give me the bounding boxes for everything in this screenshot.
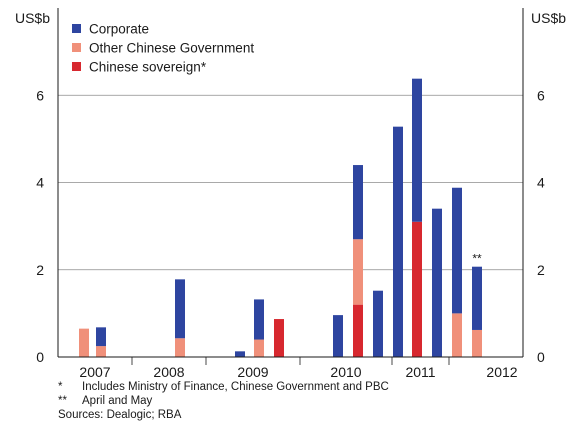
bar-segment — [79, 328, 89, 357]
legend-label: Other Chinese Government — [89, 41, 254, 56]
chart: ** 0 0 2 2 4 4 6 6 US$b US$b 2007 2008 2009 2010 2011 20… — [15, 8, 566, 380]
sources: Sources: Dealogic; RBA — [58, 409, 182, 421]
bar-segment — [96, 346, 106, 357]
y-tick-label-right: 0 — [537, 349, 545, 365]
x-tick-label: 2012 — [486, 364, 517, 380]
y-tick-label-right: 6 — [537, 87, 545, 103]
legend-swatch — [72, 43, 81, 52]
bar-segment — [333, 315, 343, 357]
bar-segment — [452, 313, 462, 357]
y-unit-left: US$b — [15, 10, 50, 26]
x-tick-label: 2010 — [330, 364, 361, 380]
footnote-sovereign: * Includes Ministry of Finance, Chinese G… — [58, 381, 389, 393]
bar-segment — [353, 239, 363, 305]
legend-label: Chinese sovereign* — [89, 60, 207, 75]
legend-swatch — [72, 62, 81, 71]
bar-segment — [373, 290, 383, 357]
bar-segment — [353, 304, 363, 357]
y-tick-label-left: 2 — [36, 262, 44, 278]
bar-segment — [175, 338, 185, 357]
bar-segment — [96, 327, 106, 347]
bar-segment — [412, 78, 422, 222]
y-tick-label-right: 2 — [537, 262, 545, 278]
bar-segment — [175, 279, 185, 339]
bar-segment — [472, 329, 482, 357]
bar-segment — [452, 187, 462, 314]
y-unit-right: US$b — [531, 10, 566, 26]
legend-label: Corporate — [89, 22, 149, 37]
bar-segment — [472, 266, 482, 330]
x-tick-label: 2009 — [237, 364, 268, 380]
bar-segment — [235, 351, 245, 357]
footnote-2012: ** April and May — [58, 395, 153, 407]
bar-segment — [254, 339, 264, 357]
bar-segment — [274, 319, 284, 357]
bar-segment — [432, 208, 442, 357]
bar-segment — [393, 126, 403, 357]
x-tick-label: 2011 — [405, 364, 435, 380]
x-tick-label: 2008 — [153, 364, 184, 380]
bar-segment — [353, 165, 363, 240]
y-tick-label-left: 0 — [36, 349, 44, 365]
y-tick-label-right: 4 — [537, 175, 545, 191]
bar-segment — [412, 221, 422, 357]
y-tick-label-left: 6 — [36, 87, 44, 103]
chart-notes: * Includes Ministry of Finance, Chinese G… — [58, 380, 389, 422]
x-tick-label: 2007 — [79, 364, 110, 380]
legend-swatch — [72, 24, 81, 33]
y-tick-label-left: 4 — [36, 175, 44, 191]
bar-annotation: ** — [472, 252, 482, 266]
bar-segment — [254, 299, 264, 340]
